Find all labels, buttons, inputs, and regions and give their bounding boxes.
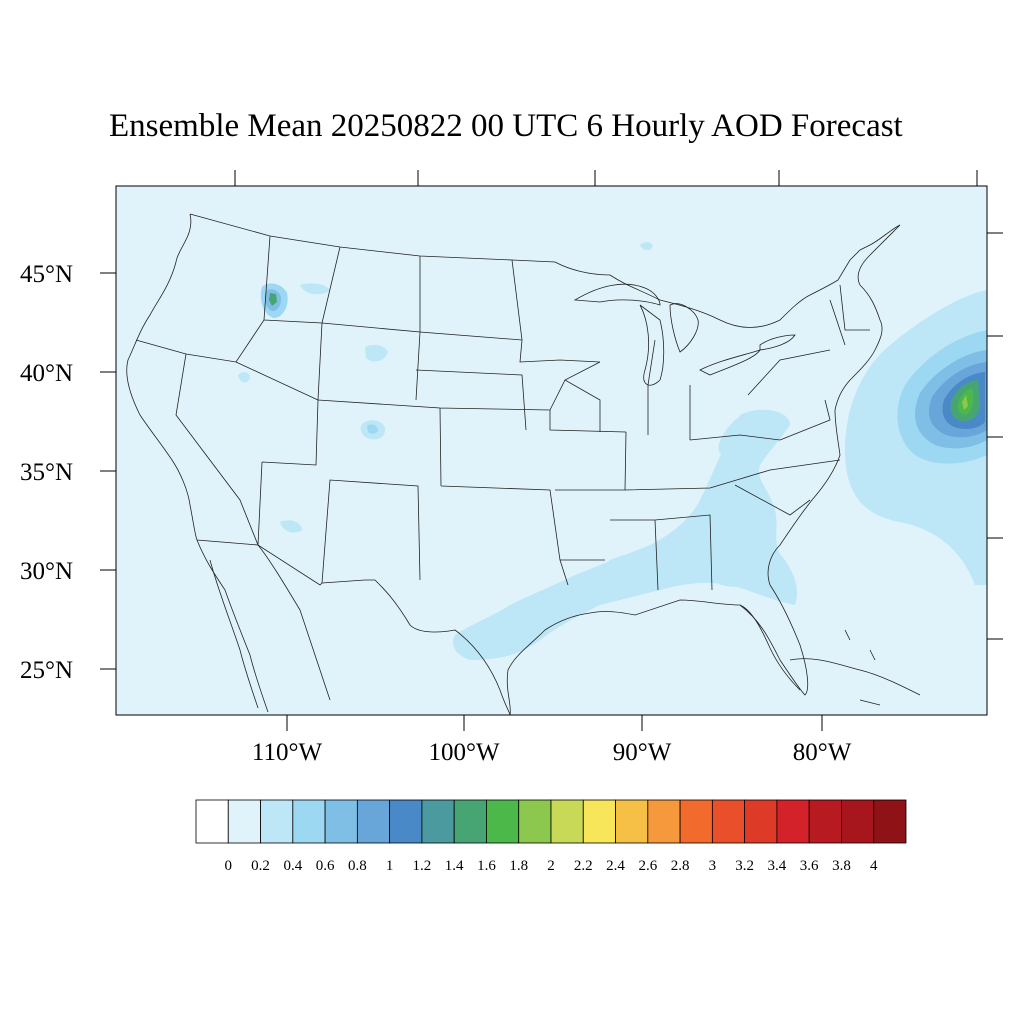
colorbar-tick-label: 3.4 (768, 858, 787, 874)
colorbar-tick-label: 1.4 (445, 858, 464, 874)
aod-band-georgia (697, 503, 766, 587)
colorbar-tick-label: 2.4 (606, 858, 625, 874)
lat-label-40: 40°N (20, 360, 73, 387)
colorbar-swatch (647, 799, 681, 844)
colorbar-tick-label: 1 (386, 858, 394, 874)
aod-spot-idaho-core (269, 293, 277, 306)
colorbar-tick-label: 3.6 (800, 858, 819, 874)
colorbar-swatch (260, 799, 294, 844)
colorbar-swatch (550, 799, 584, 844)
aod-spot-montana (300, 283, 330, 295)
colorbar-tick-label: 0.2 (251, 858, 270, 874)
aod-shading (238, 242, 987, 660)
colorbar-tick-label: 4 (870, 858, 878, 874)
colorbar-labels: 0 0.2 0.4 0.6 0.8 1 1.2 1.4 1.6 1.8 2 2.2 2.4 2.6 2.8 3… (225, 858, 878, 874)
colorbar-swatch (615, 799, 649, 844)
state-borders (135, 235, 870, 591)
colorbar-swatch (292, 799, 326, 844)
map-frame (115, 185, 988, 716)
lon-label-100: 100°W (428, 739, 499, 766)
colorbar-tick-label: 0 (225, 858, 233, 874)
colorbar-tick-label: 2.2 (574, 858, 593, 874)
lat-label-25: 25°N (20, 657, 73, 684)
aod-spot-colorado-core (367, 424, 378, 434)
aod-spot-arizona (280, 520, 302, 533)
colorbar-tick-label: 3.2 (735, 858, 754, 874)
colorbar-swatch (486, 799, 520, 844)
colorbar-swatch (808, 799, 842, 844)
colorbar-tick-label: 1.8 (509, 858, 528, 874)
aod-spot-ontario (640, 242, 653, 251)
colorbar-swatch (679, 799, 713, 844)
colorbar-swatch (582, 799, 616, 844)
colorbar-swatch (453, 799, 487, 844)
lon-label-110: 110°W (252, 739, 323, 766)
aod-spot-utah (238, 372, 250, 383)
baja-coast (209, 559, 259, 709)
colorbar-swatch (389, 799, 423, 844)
map-boundaries (126, 213, 921, 715)
lon-label-80: 80°W (793, 739, 852, 766)
colorbar-swatch (711, 799, 746, 844)
colorbar-swatch (195, 799, 229, 844)
us-coastline (126, 213, 901, 715)
florida-coast (739, 604, 801, 691)
map-plot-area: 45°N 40°N 35°N 30°N 25°N 110°W 100°W 90°… (20, 170, 1003, 766)
colorbar-swatch (421, 799, 455, 844)
colorbar-tick-label: 2 (547, 858, 555, 874)
colorbar-tick-label: 0.8 (348, 858, 367, 874)
colorbar-tick-label: 1.2 (413, 858, 432, 874)
colorbar-swatch (873, 799, 907, 844)
aod-band-gulf (602, 546, 706, 595)
colorbar (195, 799, 907, 844)
colorbar-tick-label: 0.6 (316, 858, 335, 874)
cuba-bahamas (789, 629, 921, 706)
great-lakes (573, 283, 796, 386)
lat-label-45: 45°N (20, 261, 73, 288)
colorbar-swatch (356, 799, 391, 844)
lon-label-90: 90°W (613, 739, 672, 766)
colorbar-tick-label: 2.8 (671, 858, 690, 874)
colorbar-tick-label: 0.4 (283, 858, 302, 874)
colorbar-tick-label: 1.6 (477, 858, 496, 874)
lat-label-30: 30°N (20, 558, 73, 585)
aod-spot-wyoming (365, 344, 388, 362)
colorbar-swatch (841, 799, 875, 844)
aod-band-southeast (453, 409, 797, 660)
lat-label-35: 35°N (20, 459, 73, 486)
colorbar-swatch (776, 799, 810, 844)
colorbar-swatch (324, 799, 358, 844)
colorbar-swatch (744, 799, 778, 844)
colorbar-tick-label: 3.8 (832, 858, 851, 874)
colorbar-tick-label: 3 (709, 858, 717, 874)
map-ticks (100, 170, 1003, 731)
colorbar-swatch (227, 799, 261, 844)
mexico-border (196, 539, 331, 713)
canada-border (189, 213, 901, 328)
aod-plume-atlantic-max (962, 395, 968, 410)
colorbar-tick-label: 2.6 (638, 858, 657, 874)
colorbar-swatch (518, 799, 552, 844)
